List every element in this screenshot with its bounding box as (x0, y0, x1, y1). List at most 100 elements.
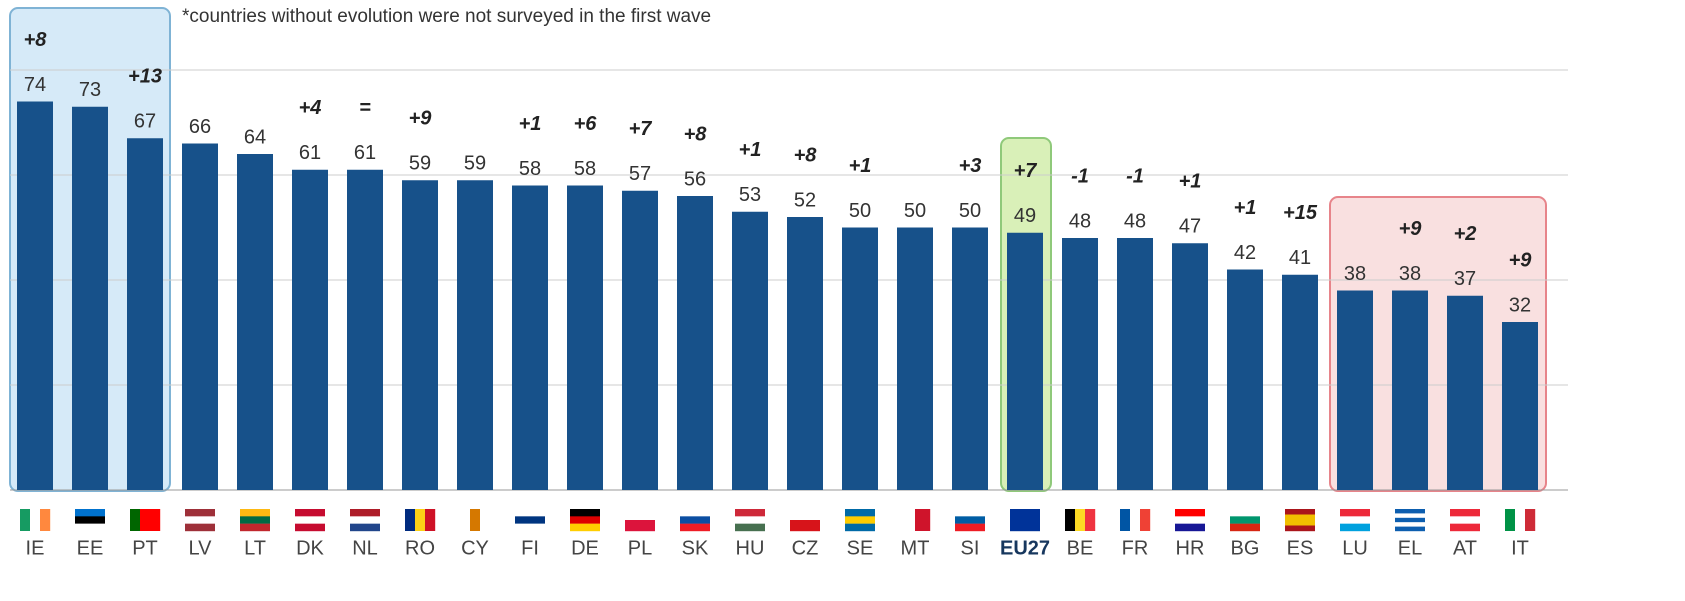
flag-stripe (1505, 509, 1516, 531)
x-tick-label: FR (1122, 537, 1149, 559)
evolution-label: +1 (1179, 171, 1202, 193)
x-tick-label: EE (77, 537, 104, 559)
value-label: 66 (189, 116, 211, 138)
evolution-label: +15 (1283, 202, 1318, 224)
bar (1447, 295, 1483, 490)
x-tick-label: HU (736, 537, 765, 559)
x-tick-label: FI (521, 537, 539, 559)
bar (1392, 290, 1428, 490)
value-label: 61 (299, 142, 321, 164)
value-label: 74 (24, 74, 46, 96)
value-label: 32 (1509, 294, 1531, 316)
flag-stripe (20, 509, 31, 531)
flag-stripe (460, 509, 471, 531)
bar (1007, 232, 1043, 490)
flag-stripe (1450, 523, 1480, 532)
value-label: 67 (134, 111, 156, 133)
flag-stripe (425, 509, 436, 531)
flag-stripe (240, 523, 270, 532)
flag-stripe (915, 509, 931, 531)
value-label: 42 (1234, 242, 1256, 264)
flag-stripe (680, 516, 710, 524)
x-tick-label: CZ (792, 537, 819, 559)
bar (182, 143, 218, 490)
flag-stripe (735, 523, 765, 532)
flag-stripe (1230, 509, 1260, 517)
flag-stripe (185, 523, 215, 532)
flag-stripe (515, 509, 545, 517)
x-tick-label: PT (132, 537, 158, 559)
value-label: 41 (1289, 247, 1311, 269)
value-label: 58 (574, 158, 596, 180)
flag-stripe (1230, 523, 1260, 532)
value-label: 52 (794, 189, 816, 211)
flag-stripe (295, 509, 325, 517)
evolution-label: +2 (1454, 223, 1477, 245)
evolution-label: = (359, 97, 371, 119)
highlight-bottom (1329, 196, 1547, 492)
value-label: 59 (409, 153, 431, 175)
flag-stripe (1395, 513, 1425, 518)
evolution-label: -1 (1071, 165, 1089, 187)
x-tick-label: SK (682, 537, 709, 559)
value-label: 57 (629, 163, 651, 185)
flag-stripe (470, 509, 481, 531)
bar (347, 169, 383, 490)
bar (732, 211, 768, 490)
flag-stripe (570, 516, 600, 524)
evolution-label: +4 (299, 97, 322, 119)
flag-stripe (1515, 509, 1526, 531)
value-label: 64 (244, 126, 266, 148)
x-tick-label: SI (961, 537, 980, 559)
flag-stripe (350, 509, 380, 517)
x-tick-label: AT (1453, 537, 1477, 559)
flag-stripe (1065, 509, 1076, 531)
flag-stripe (350, 516, 380, 524)
x-tick-label: NL (352, 537, 378, 559)
evolution-label: +9 (1399, 218, 1423, 240)
x-tick-label: SE (847, 537, 874, 559)
value-label: 59 (464, 153, 486, 175)
flag-stripe (955, 509, 985, 517)
bar (622, 190, 658, 490)
flag-stripe (480, 509, 491, 531)
bar (292, 169, 328, 490)
evolution-label: +7 (1014, 160, 1038, 182)
flag-stripe (75, 516, 105, 524)
flag-stripe (1085, 509, 1096, 531)
bar (567, 185, 603, 490)
flag-stripe (955, 523, 985, 532)
evolution-label: +6 (574, 113, 598, 135)
value-label: 53 (739, 184, 761, 206)
x-tick-label: IE (26, 537, 45, 559)
flag-stripe (625, 520, 655, 532)
flag-stripe (40, 509, 51, 531)
flag-stripe (1395, 509, 1425, 514)
flag-stripe (1120, 509, 1131, 531)
x-tick-label: EL (1398, 537, 1422, 559)
value-label: 49 (1014, 205, 1036, 227)
flag-stripe (1395, 517, 1425, 523)
flag-stripe (405, 509, 416, 531)
flag-stripe (1285, 514, 1315, 521)
bar (1502, 322, 1538, 490)
flag-stripe (1175, 509, 1205, 517)
flag-stripe (680, 509, 710, 517)
flag-stripe (1285, 520, 1315, 526)
flag-stripe (185, 509, 215, 517)
note: *countries without evolution were not su… (182, 6, 711, 27)
flag-stripe (955, 516, 985, 524)
flag-stripe (1175, 516, 1205, 524)
flag-stripe (1340, 509, 1370, 517)
flag-stripe (735, 516, 765, 524)
value-label: 48 (1124, 210, 1146, 232)
flag-stripe (1395, 522, 1425, 527)
value-label: 50 (959, 200, 981, 222)
bar (1282, 274, 1318, 490)
bar (402, 180, 438, 490)
bar (72, 106, 108, 490)
evolution-label: +8 (684, 123, 708, 145)
bar (457, 180, 493, 490)
flag-stripe (625, 509, 655, 521)
